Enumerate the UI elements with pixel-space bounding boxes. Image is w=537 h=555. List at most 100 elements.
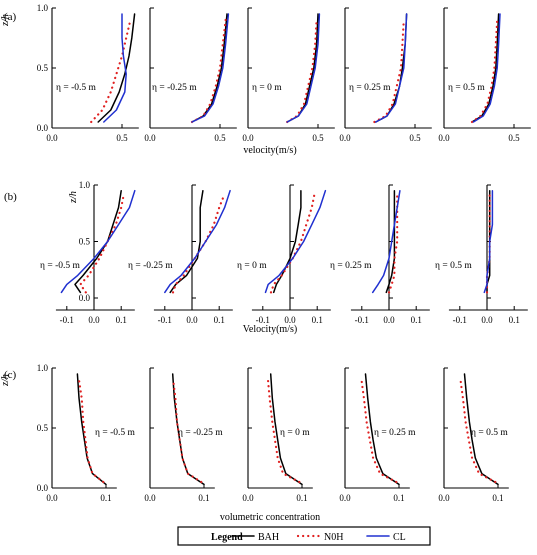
- x-tick-label: 0.0: [481, 315, 493, 325]
- subplot-annotation: η = -0.5 m: [40, 261, 80, 271]
- series-line-cl: [103, 13, 127, 123]
- x-tick-label: 0.0: [46, 493, 58, 503]
- y-tick-label: 0.0: [37, 483, 49, 493]
- series-line-bah: [385, 189, 396, 294]
- y-tick-label: 1.0: [79, 180, 91, 190]
- x-tick-label: 0.1: [312, 315, 323, 325]
- y-tick-label: 0.5: [37, 63, 49, 73]
- x-tick-label: 0.5: [214, 133, 226, 143]
- series-line-bah: [364, 373, 400, 486]
- series-line-bah: [272, 189, 302, 294]
- x-tick-label: 0.0: [284, 315, 296, 325]
- legend: Legend BAH N0H CL: [177, 526, 431, 546]
- subplot-annotation: η = 0.5 m: [448, 83, 485, 93]
- series-line-bah: [375, 13, 408, 123]
- series-line-cl: [375, 13, 408, 123]
- subplot: 0.0 0.5 η = 0.5 m: [438, 7, 531, 143]
- subplot: -0.1 0.0 0.1 η = 0.5 m: [435, 184, 528, 325]
- x-tick-label: 0.0: [242, 133, 254, 143]
- y-axis-label: z/h: [68, 191, 79, 204]
- y-tick-label: 1.0: [37, 363, 49, 373]
- series-line-cl: [286, 13, 321, 123]
- subplot-annotation: η = 0.25 m: [374, 428, 416, 438]
- x-tick-label: -0.1: [355, 315, 369, 325]
- series-line-cl: [60, 189, 136, 294]
- series-line-n0h: [360, 376, 398, 484]
- series-line-cl: [483, 189, 494, 294]
- series-line-bah: [97, 13, 136, 123]
- x-tick-label: 0.0: [144, 493, 156, 503]
- x-tick-label: 0.0: [144, 133, 156, 143]
- x-tick-label: 0.1: [411, 315, 422, 325]
- subplot: 0.0 0.1 η = 0.25 m: [339, 367, 416, 503]
- subplot: -0.1 0.0 0.1 0.0 0.5 1.0 η = -0.5 m: [40, 180, 136, 325]
- x-tick-label: 0.1: [492, 493, 503, 503]
- subplot: 0.0 0.5 η = -0.25 m: [144, 7, 237, 143]
- y-tick-label: 0.0: [37, 123, 49, 133]
- series-line-cl: [264, 189, 327, 294]
- series-line-n0h: [269, 192, 316, 294]
- subplot-annotation: η = -0.5 m: [95, 428, 135, 438]
- subplot: -0.1 0.0 0.1 η = 0.25 m: [330, 184, 430, 325]
- y-tick-label: 0.5: [37, 423, 49, 433]
- subplot-annotation: η = 0 m: [252, 83, 282, 93]
- x-tick-label: 0.0: [186, 315, 198, 325]
- series-line-n0h: [470, 18, 499, 124]
- x-tick-label: 0.1: [198, 493, 209, 503]
- subplot-annotation: η = 0 m: [280, 428, 310, 438]
- series-line-cl: [472, 13, 501, 123]
- series-line-bah: [76, 373, 107, 486]
- x-tick-label: 0.0: [242, 493, 254, 503]
- x-tick-label: 0.1: [296, 493, 307, 503]
- x-tick-label: 0.0: [438, 493, 450, 503]
- series-line-cl: [191, 13, 230, 123]
- subplot-annotation: η = 0 m: [237, 261, 267, 271]
- series-line-cl: [164, 189, 231, 294]
- subplot-annotation: η = 0.5 m: [471, 428, 508, 438]
- legend-title: Legend: [211, 532, 243, 543]
- x-tick-label: -0.1: [158, 315, 172, 325]
- subplot: 0.0 0.5 η = 0 m: [242, 7, 335, 143]
- legend-label-n0h: N0H: [324, 532, 343, 543]
- panel-label: (b): [4, 191, 17, 203]
- legend-label-bah: BAH: [258, 532, 279, 543]
- series-line-n0h: [172, 378, 203, 484]
- x-axis-label: Velocity(m/s): [243, 324, 297, 335]
- series-line-cl: [371, 189, 401, 294]
- subplot: 0.0 0.5 η = 0.25 m: [339, 7, 432, 143]
- y-tick-label: 1.0: [37, 3, 49, 13]
- subplot: -0.1 0.0 0.1 η = -0.25 m: [128, 184, 233, 325]
- subplot: 0.0 0.1 η = -0.25 m: [144, 367, 223, 503]
- series-line-bah: [286, 13, 319, 123]
- series-line-bah: [74, 189, 122, 294]
- series-line-bah: [169, 189, 204, 294]
- x-tick-label: 0.5: [116, 133, 128, 143]
- legend-label-cl: CL: [393, 532, 406, 543]
- x-axis-label: velocity(m/s): [243, 145, 296, 156]
- x-tick-label: 0.5: [409, 133, 421, 143]
- series-line-n0h: [286, 18, 318, 124]
- subplot-annotation: η = -0.5 m: [56, 83, 96, 93]
- x-tick-label: -0.1: [60, 315, 74, 325]
- series-line-bah: [463, 373, 499, 486]
- x-tick-label: -0.1: [453, 315, 467, 325]
- panel-label: (c): [4, 369, 17, 381]
- subplot: 0.0 0.1 η = 0.5 m: [438, 367, 509, 503]
- y-axis-label: z/h: [0, 374, 11, 387]
- series-line-bah: [269, 373, 303, 486]
- y-tick-label: 0.0: [79, 293, 91, 303]
- x-tick-label: 0.0: [46, 133, 58, 143]
- series-line-n0h: [171, 192, 226, 294]
- x-tick-label: 0.1: [393, 493, 404, 503]
- subplot-annotation: η = 0.25 m: [349, 83, 391, 93]
- series-line-n0h: [190, 18, 227, 124]
- subplot: 0.0 0.5 0.0 0.5 1.0 η = -0.5 m: [37, 3, 139, 143]
- x-tick-label: 0.0: [339, 133, 351, 143]
- series-line-n0h: [387, 192, 399, 294]
- x-tick-label: -0.1: [256, 315, 270, 325]
- series-line-n0h: [459, 376, 497, 484]
- series-line-n0h: [373, 18, 405, 124]
- subplot-annotation: η = 0.5 m: [435, 261, 472, 271]
